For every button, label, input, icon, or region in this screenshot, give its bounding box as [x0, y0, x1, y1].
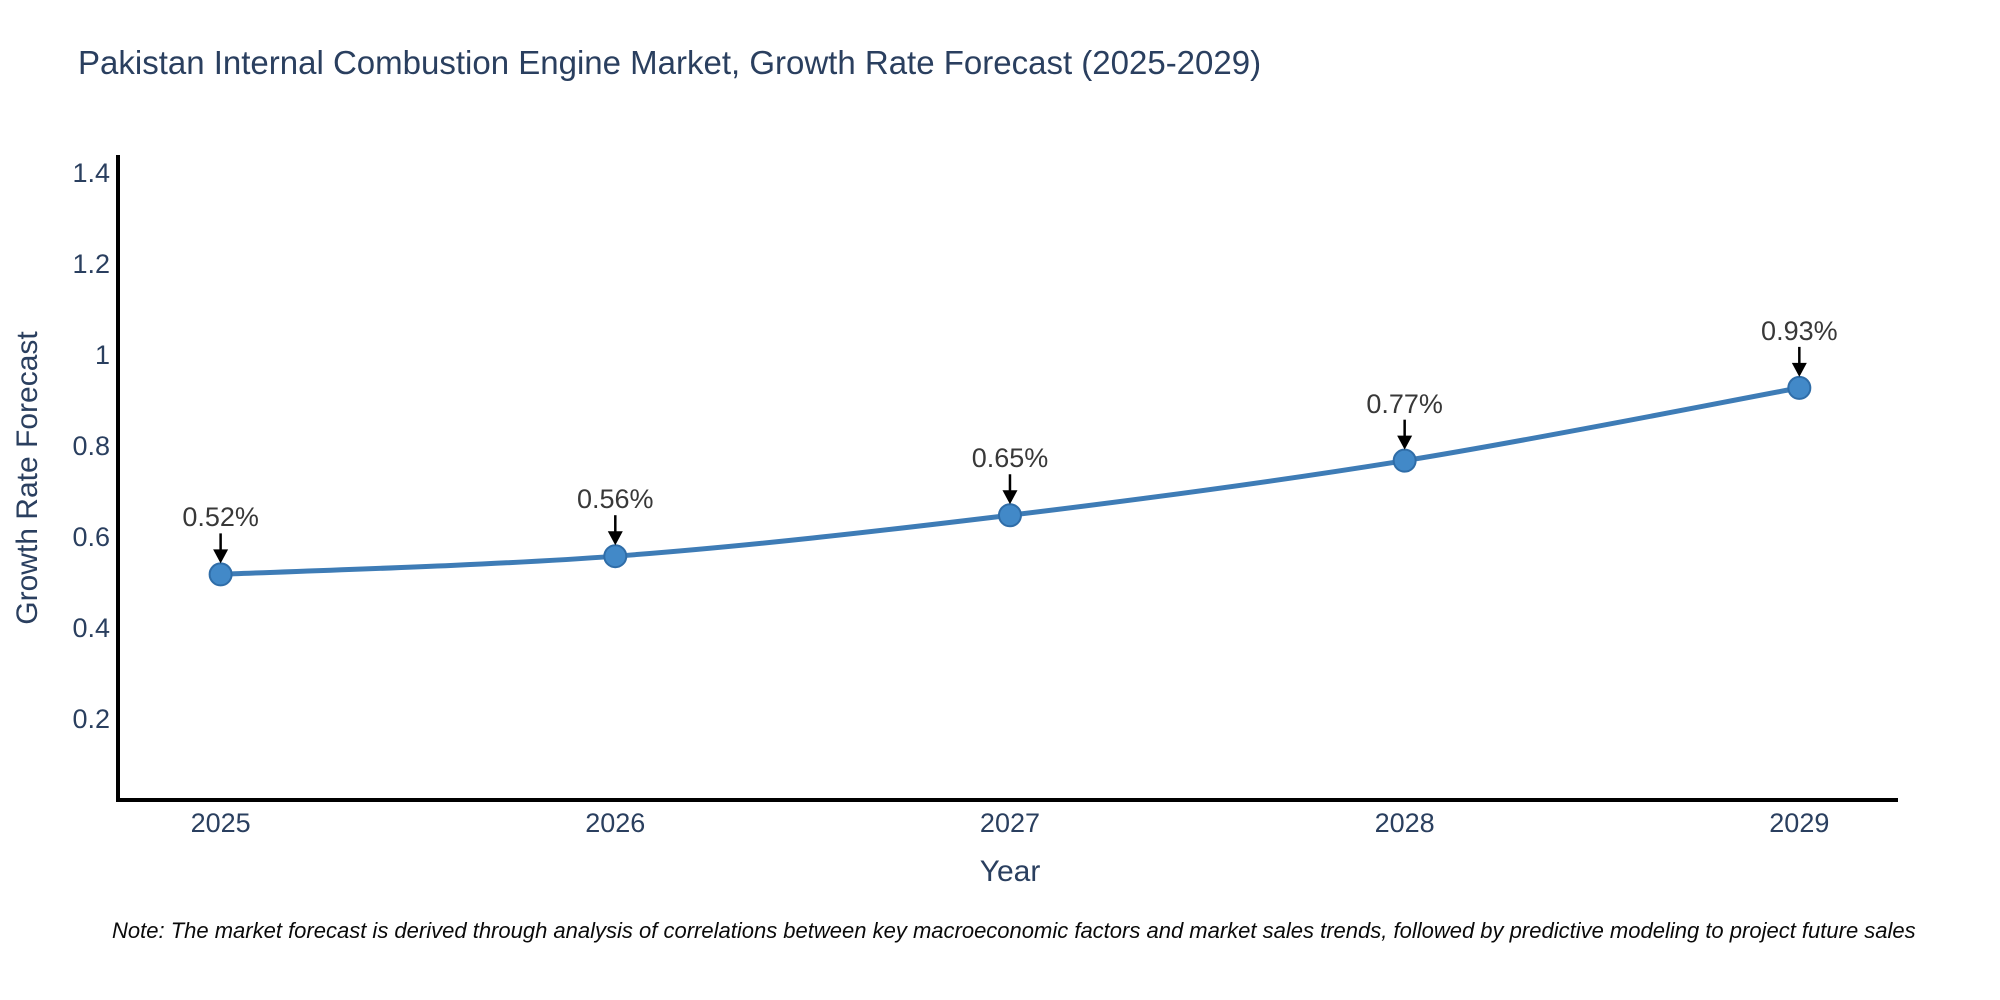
y-tick-label: 1.4: [72, 158, 110, 189]
annotation-arrowhead: [1397, 435, 1413, 450]
annotation-arrowhead: [1002, 490, 1018, 505]
data-point-marker: [997, 503, 1022, 528]
y-axis-title: Growth Rate Forecast: [11, 331, 44, 625]
y-tick-label: 0.6: [72, 521, 110, 552]
y-tick-label: 1: [94, 340, 110, 371]
point-value-label: 0.52%: [182, 502, 259, 533]
annotation-arrowhead: [607, 531, 623, 546]
data-point-marker: [603, 544, 628, 569]
y-tick-label: 0.4: [72, 612, 110, 643]
footnote: Note: The market forecast is derived thr…: [112, 918, 1916, 943]
annotation-arrowhead: [1791, 362, 1807, 377]
x-axis-title: Year: [979, 855, 1041, 888]
x-tick-label: 2029: [1769, 808, 1830, 838]
point-value-label: 0.93%: [1761, 315, 1838, 346]
y-tick-label: 0.2: [72, 703, 110, 734]
axis-lines: [116, 155, 1898, 802]
x-tick-label: 2026: [585, 808, 646, 838]
y-tick-label: 1.2: [72, 249, 110, 280]
point-value-label: 0.56%: [577, 484, 654, 515]
point-value-label: 0.65%: [971, 443, 1049, 474]
x-tick-label: 2025: [190, 808, 251, 838]
x-tick-label: 2028: [1374, 808, 1435, 838]
x-tick-label: 2027: [979, 808, 1040, 838]
data-point-marker: [1392, 448, 1417, 473]
point-value-label: 0.77%: [1366, 388, 1443, 419]
y-tick-label: 0.8: [72, 431, 110, 462]
data-point-marker: [208, 562, 233, 587]
data-point-marker: [1787, 375, 1812, 400]
chart-title: Pakistan Internal Combustion Engine Mark…: [78, 44, 1262, 81]
annotation-arrowhead: [213, 549, 229, 564]
